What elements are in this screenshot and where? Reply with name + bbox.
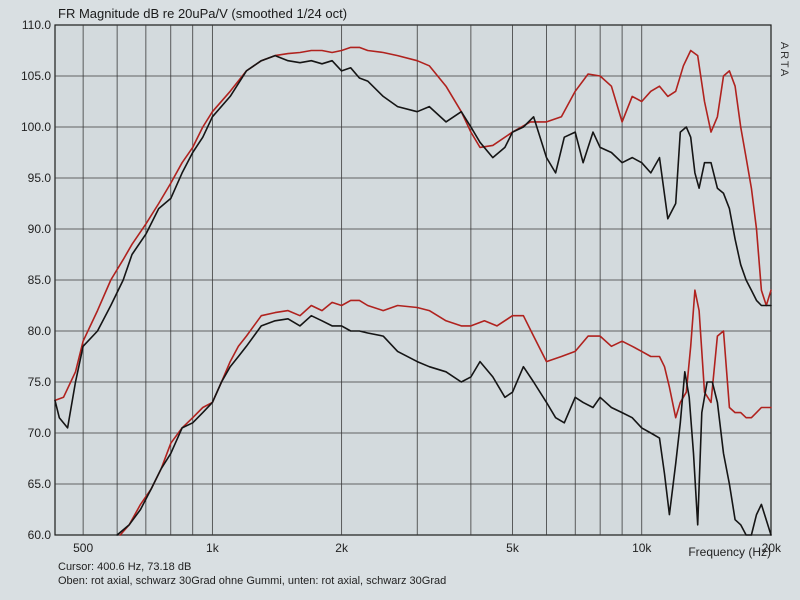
horizontal-gridlines [55, 75, 771, 485]
y-tick-label: 100.0 [21, 120, 51, 134]
chart-title: FR Magnitude dB re 20uPa/V (smoothed 1/2… [58, 6, 347, 21]
vertical-gridlines [82, 25, 643, 535]
series-line-red-3 [119, 289, 772, 536]
x-tick-label: 500 [73, 541, 93, 555]
x-tick-label: 1k [206, 541, 220, 555]
y-tick-label: 90.0 [28, 222, 52, 236]
series-line-red-1 [54, 46, 772, 402]
y-tick-label: 95.0 [28, 171, 52, 185]
x-axis-label: Frequency (Hz) [688, 545, 771, 559]
y-tick-label: 60.0 [28, 528, 52, 542]
x-tick-labels: 500 1k 2k 5k 10k 20k [73, 541, 782, 555]
y-tick-label: 70.0 [28, 426, 52, 440]
series-line-black-4 [116, 314, 772, 536]
y-tick-label: 85.0 [28, 273, 52, 287]
cursor-readout: Cursor: 400.6 Hz, 73.18 dB [58, 561, 191, 573]
series-line-black-2 [54, 54, 772, 429]
y-tick-label: 105.0 [21, 69, 51, 83]
y-tick-label: 75.0 [28, 375, 52, 389]
y-tick-label: 110.0 [22, 18, 51, 32]
series-layer [54, 46, 772, 536]
y-tick-labels: 110.0 105.0 100.0 95.0 90.0 85.0 80.0 75.0 70.0 6… [21, 18, 51, 542]
caption: Oben: rot axial, schwarz 30Grad ohne Gum… [58, 575, 446, 587]
arta-brand: ARTA [778, 42, 790, 78]
y-tick-label: 65.0 [28, 477, 52, 491]
x-tick-label: 2k [335, 541, 349, 555]
x-tick-label: 5k [506, 541, 520, 555]
x-tick-label: 20k [762, 541, 782, 555]
y-tick-label: 80.0 [28, 324, 52, 338]
x-tick-label: 10k [632, 541, 652, 555]
